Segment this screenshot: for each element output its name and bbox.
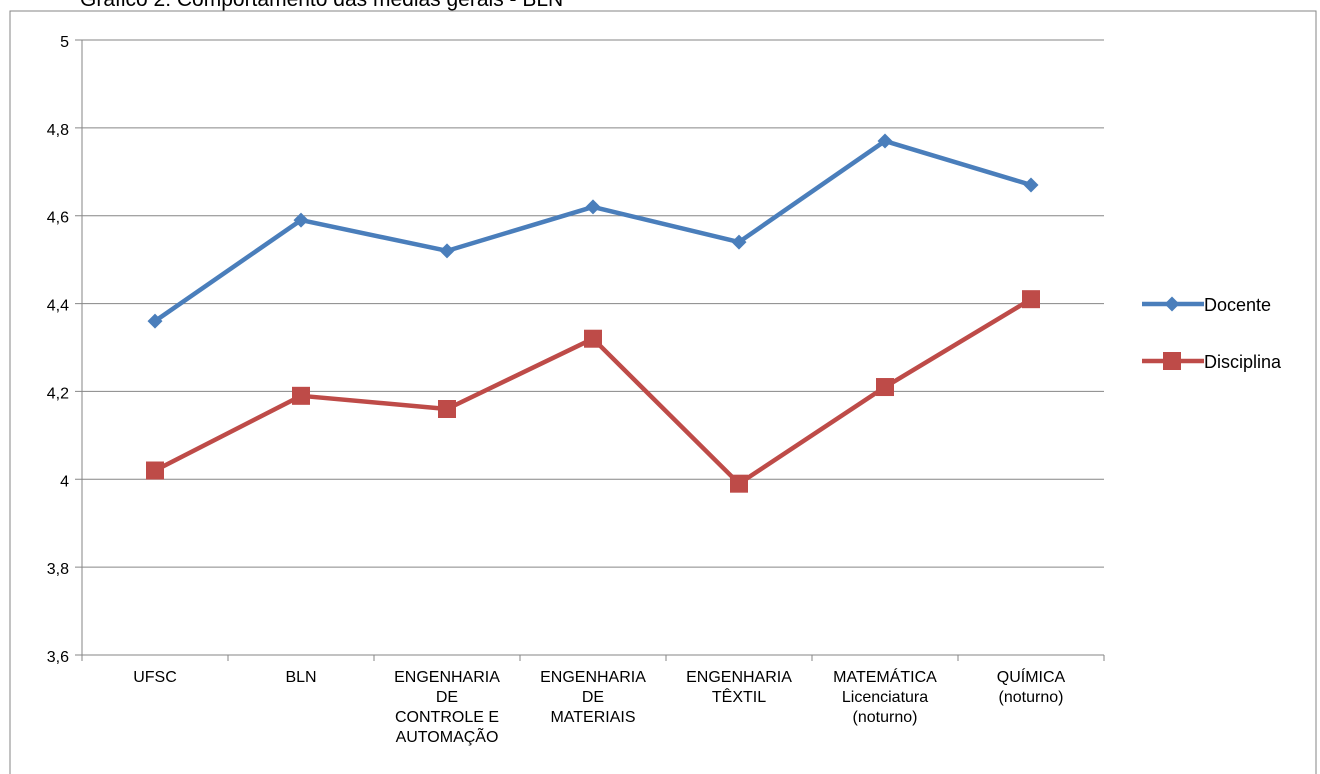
series-docente bbox=[147, 133, 1039, 329]
data-point bbox=[876, 378, 894, 397]
y-tick-labels: 3,6 3,8 4 4,2 4,4 4,6 4,8 5 bbox=[47, 34, 69, 666]
data-point bbox=[731, 234, 747, 250]
x-tick-label: BLN bbox=[285, 669, 316, 686]
y-tick-label: 4,2 bbox=[47, 385, 69, 402]
legend-marker bbox=[1163, 352, 1181, 370]
data-point bbox=[293, 212, 309, 228]
y-tick-label: 5 bbox=[60, 34, 69, 51]
chart-area-border bbox=[9, 10, 1317, 774]
series-line bbox=[153, 138, 1032, 323]
y-tick-label: 3,6 bbox=[47, 649, 69, 666]
y-tick-label: 4,8 bbox=[47, 122, 69, 139]
data-point bbox=[146, 461, 164, 480]
data-point bbox=[877, 133, 893, 149]
y-tick-label: 4 bbox=[60, 473, 69, 490]
legend-item-docente: Docente bbox=[1142, 295, 1271, 315]
legend-label: Disciplina bbox=[1204, 352, 1282, 372]
x-tick-label: ENGENHARIA DE CONTROLE E AUTOMAÇÃO bbox=[394, 669, 500, 746]
data-point bbox=[585, 199, 601, 215]
data-point bbox=[1023, 177, 1039, 193]
y-tick-label: 3,8 bbox=[47, 561, 69, 578]
axes bbox=[81, 40, 1105, 661]
data-point bbox=[438, 400, 456, 418]
legend: Docente Disciplina bbox=[1142, 295, 1282, 372]
x-tick-labels: UFSC BLN ENGENHARIA DE CONTROLE E AUTOMAÇÃO EN… bbox=[133, 667, 1065, 746]
legend-item-disciplina: Disciplina bbox=[1142, 352, 1282, 372]
y-tick-label: 4,6 bbox=[47, 210, 69, 227]
data-point bbox=[147, 313, 163, 329]
series-disciplina bbox=[146, 290, 1040, 493]
x-tick-label: ENGENHARIA TÊXTIL bbox=[686, 669, 792, 706]
data-point bbox=[292, 386, 310, 405]
x-tick-label: QUÍMICA (noturno) bbox=[997, 667, 1066, 706]
y-tick-label: 4,4 bbox=[47, 298, 69, 315]
x-tick-label: ENGENHARIA DE MATERIAIS bbox=[540, 669, 646, 726]
data-point bbox=[1022, 290, 1040, 309]
chart-title: Gráfico 2: Comportamento das médias gera… bbox=[80, 0, 563, 11]
series-group bbox=[146, 133, 1040, 493]
x-tick-label: MATEMÁTICA Licenciatura (noturno) bbox=[833, 667, 937, 726]
legend-label: Docente bbox=[1204, 295, 1271, 315]
gridlines bbox=[75, 39, 1104, 656]
legend-marker bbox=[1164, 296, 1180, 312]
data-point bbox=[584, 329, 602, 348]
x-tick-label: UFSC bbox=[133, 669, 177, 686]
data-point bbox=[730, 474, 748, 493]
data-point bbox=[439, 243, 455, 259]
